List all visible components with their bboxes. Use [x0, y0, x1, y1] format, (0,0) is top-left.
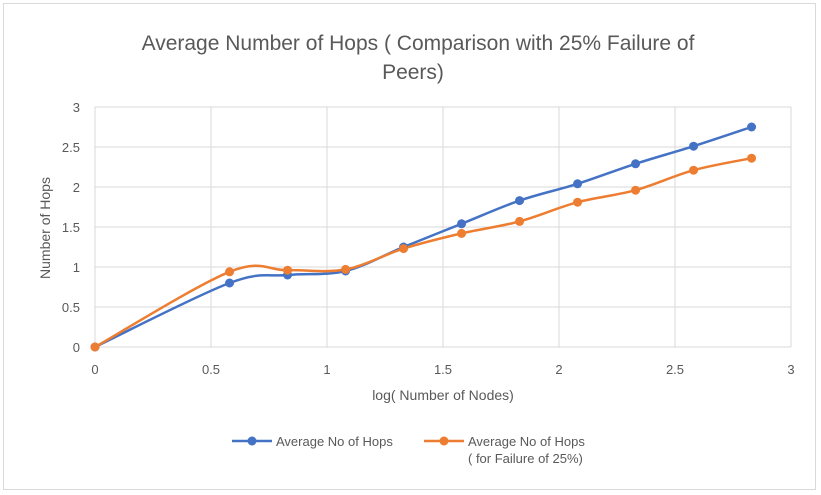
- legend-label-2: Average No of Hops: [468, 434, 585, 449]
- data-point-series-2: [399, 244, 409, 254]
- x-tick-label: 2: [555, 362, 562, 377]
- gridlines: [94, 106, 792, 348]
- x-tick-label: 0.5: [202, 362, 220, 377]
- legend-marker-2: [439, 436, 449, 446]
- x-tick-label: 0: [91, 362, 98, 377]
- data-point-series-2: [341, 264, 351, 274]
- data-point-series-1: [631, 159, 641, 169]
- chart-title-line-1: Average Number of Hops ( Comparison with…: [142, 32, 695, 55]
- data-point-series-1: [515, 196, 525, 206]
- y-tick-label: 0.5: [62, 300, 80, 315]
- chart-title-line-2: Peers): [382, 61, 444, 84]
- data-point-series-2: [225, 267, 235, 277]
- data-point-series-1: [225, 278, 235, 288]
- y-tick-label: 2.5: [62, 140, 80, 155]
- data-point-series-2: [631, 185, 641, 195]
- data-point-series-1: [457, 219, 467, 229]
- x-tick-label: 1.5: [434, 362, 452, 377]
- legend: Average No of Hops Average No of Hops ( f…: [232, 434, 585, 466]
- legend-marker-1: [247, 436, 257, 446]
- y-tick-label: 1.5: [62, 220, 80, 235]
- y-tick-label: 3: [73, 100, 80, 115]
- legend-label-2: ( for Failure of 25%): [468, 451, 583, 466]
- data-point-series-1: [573, 179, 583, 189]
- series-lines: [94, 125, 752, 349]
- data-point-series-2: [457, 228, 467, 238]
- data-point-series-2: [283, 265, 293, 275]
- series-line-1: [94, 125, 752, 349]
- x-tick-label: 1: [323, 362, 330, 377]
- series-points: [90, 122, 757, 352]
- data-point-series-2: [689, 165, 699, 175]
- y-axis-label: Number of Hops: [37, 177, 53, 279]
- data-point-series-1: [689, 141, 699, 151]
- data-point-series-1: [747, 122, 757, 132]
- x-tick-label: 2.5: [666, 362, 684, 377]
- data-point-series-2: [747, 153, 757, 163]
- x-tick-label: 3: [787, 362, 794, 377]
- data-point-series-2: [515, 216, 525, 226]
- data-point-series-2: [90, 342, 100, 352]
- legend-label-1: Average No of Hops: [276, 434, 393, 449]
- y-tick-label: 0: [73, 340, 80, 355]
- y-tick-label: 2: [73, 180, 80, 195]
- y-tick-label: 1: [73, 260, 80, 275]
- data-point-series-2: [573, 197, 583, 207]
- x-axis-label: log( Number of Nodes): [372, 387, 514, 403]
- y-tick-labels: 0 0.5 1 1.5 2 2.5 3: [62, 100, 80, 355]
- series-line-2: [94, 156, 752, 349]
- x-tick-labels: 0 0.5 1 1.5 2 2.5 3: [91, 362, 794, 377]
